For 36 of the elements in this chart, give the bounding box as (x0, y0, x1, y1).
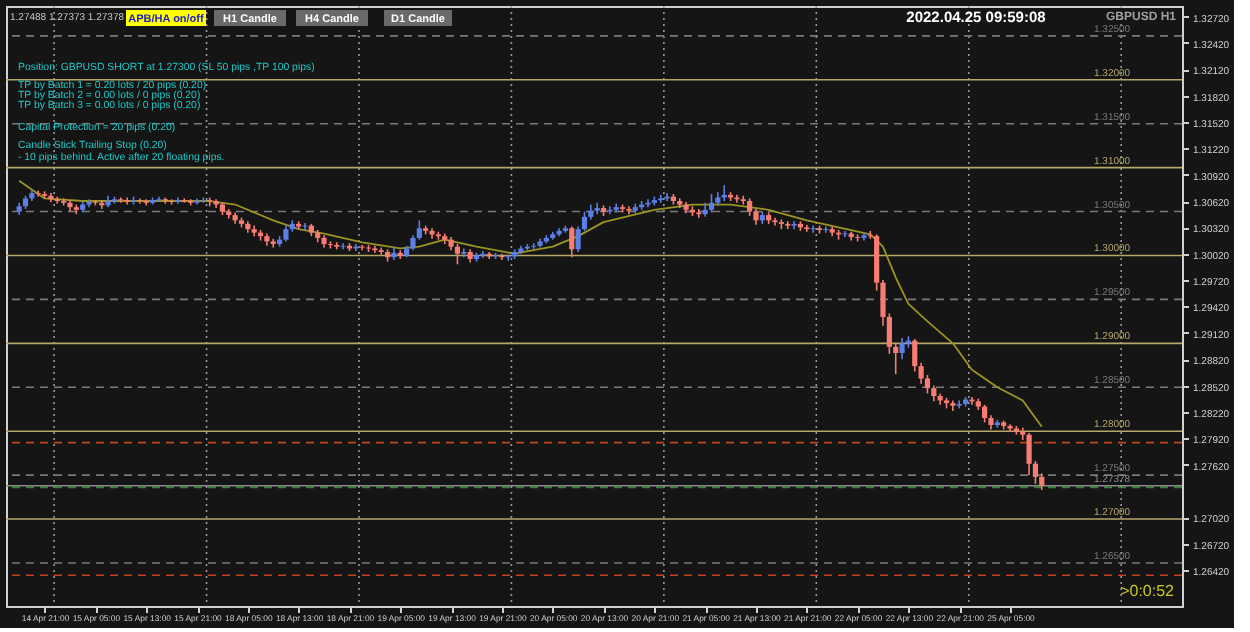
candlestick (899, 337, 905, 360)
candlestick (708, 193, 715, 214)
annotation: >0:0:52 (1120, 582, 1176, 600)
candlestick (35, 189, 41, 198)
candlestick (194, 197, 200, 206)
candlestick (454, 243, 461, 266)
candlestick (569, 225, 575, 259)
candlestick (626, 205, 632, 215)
candlestick (791, 220, 797, 230)
candlestick (772, 216, 778, 227)
candlestick (696, 208, 702, 219)
candlestick (207, 196, 213, 208)
candlestick (461, 247, 467, 259)
candlestick (124, 196, 130, 206)
candlestick (804, 223, 810, 233)
candlestick (429, 227, 435, 240)
candlestick (810, 224, 816, 234)
candlestick (823, 225, 829, 234)
candlestick (607, 205, 613, 215)
candlestick (118, 196, 124, 204)
candlestick (721, 184, 727, 202)
candlestick (1026, 432, 1032, 476)
candlestick (359, 244, 365, 252)
candlestick (956, 399, 962, 410)
candlestick (505, 253, 511, 262)
candlestick (334, 241, 340, 251)
candlestick (156, 195, 162, 203)
candlestick (950, 399, 956, 412)
candlestick (378, 246, 384, 256)
candlestick (54, 195, 60, 205)
line-series (18, 179, 1043, 428)
candlestick (785, 220, 791, 230)
candlestick (372, 245, 378, 254)
candlestick (137, 197, 143, 205)
candlestick (645, 198, 651, 208)
candlestick (340, 242, 346, 251)
